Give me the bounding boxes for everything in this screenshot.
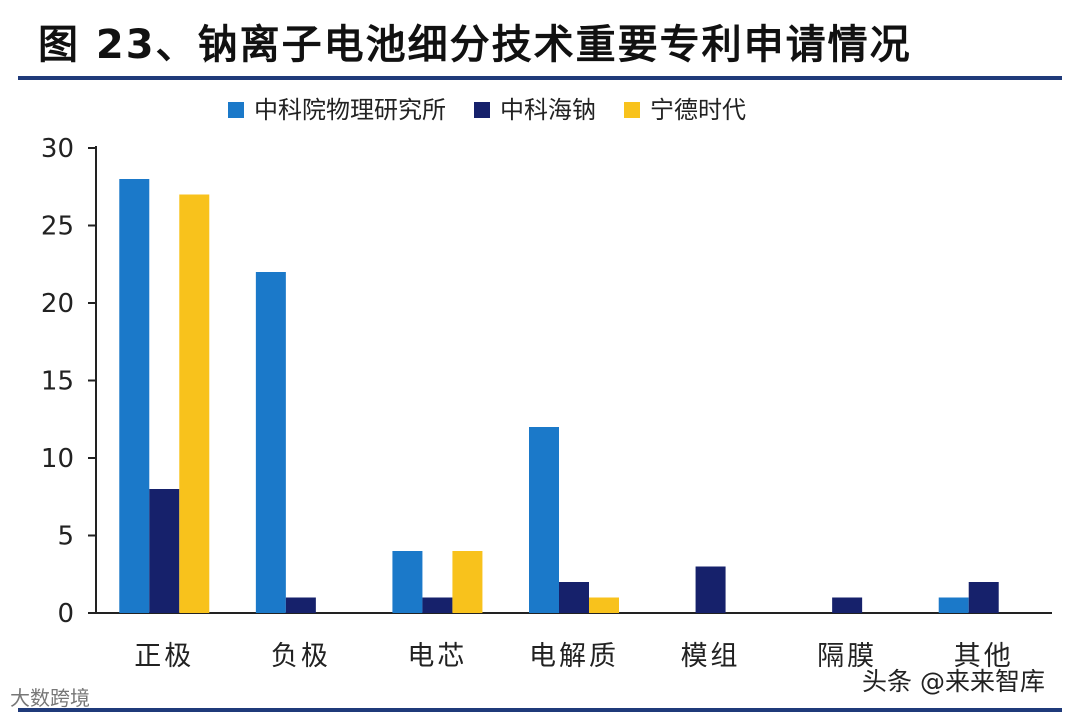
legend-swatch-3 xyxy=(624,102,640,118)
y-tick-label: 0 xyxy=(57,599,74,629)
legend-swatch-1 xyxy=(228,102,244,118)
bar-2-6 xyxy=(832,597,863,613)
x-category-label: 正极 xyxy=(134,641,194,672)
y-tick-label: 25 xyxy=(41,212,74,242)
bar-2-7 xyxy=(968,582,999,613)
chart-title: 图 23、钠离子电池细分技术重要专利申请情况 xyxy=(38,22,912,68)
watermark-right: 头条 @来来智库 xyxy=(862,667,1045,696)
bar-3-1 xyxy=(179,194,210,613)
y-tick-label: 15 xyxy=(41,367,74,397)
bar-2-5 xyxy=(695,566,726,613)
title-divider xyxy=(18,76,1062,80)
y-tick-label: 20 xyxy=(41,289,74,319)
legend-label-3: 宁德时代 xyxy=(650,96,746,124)
y-tick-label: 5 xyxy=(57,522,74,552)
bottom-divider xyxy=(18,708,1062,712)
x-category-label: 隔膜 xyxy=(817,641,877,672)
x-category-label: 模组 xyxy=(681,641,741,672)
bar-3-3 xyxy=(452,551,483,613)
bar-1-2 xyxy=(255,272,286,613)
y-tick-label: 10 xyxy=(41,444,74,474)
bar-2-4 xyxy=(559,582,589,613)
bar-1-4 xyxy=(529,427,559,613)
x-category-label: 电解质 xyxy=(529,641,619,672)
x-category-label: 电芯 xyxy=(407,641,467,672)
bar-2-3 xyxy=(422,597,453,613)
watermark-left: 大数跨境 xyxy=(10,686,90,710)
bar-2-2 xyxy=(285,597,316,613)
bar-2-1 xyxy=(149,489,180,613)
bar-1-7 xyxy=(938,597,969,613)
bar-1-1 xyxy=(119,179,150,613)
legend-label-1: 中科院物理研究所 xyxy=(254,96,446,124)
y-tick-label: 30 xyxy=(41,134,74,164)
legend-swatch-2 xyxy=(474,102,490,118)
bar-1-3 xyxy=(392,551,423,613)
x-category-label: 其他 xyxy=(954,641,1014,672)
x-category-label: 负极 xyxy=(271,641,331,672)
bar-3-4 xyxy=(589,597,619,613)
legend-label-2: 中科海钠 xyxy=(500,96,596,124)
